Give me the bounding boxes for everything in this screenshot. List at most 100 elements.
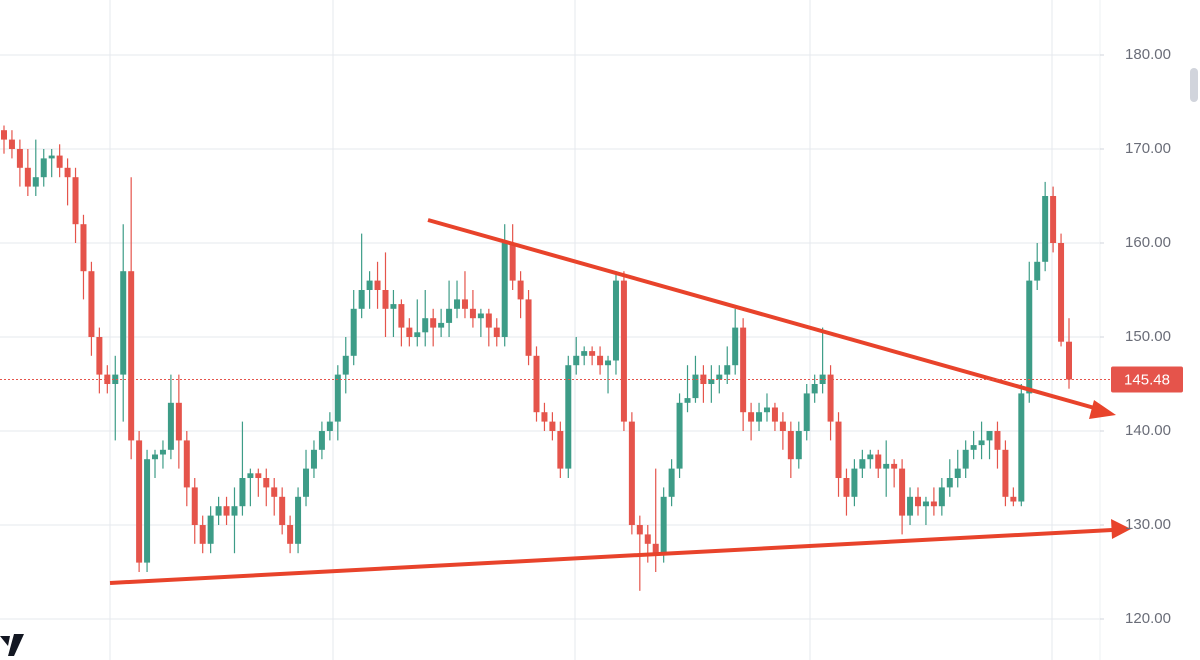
scrollbar — [1190, 68, 1198, 102]
candle-body — [183, 440, 190, 488]
candle-body — [493, 327, 500, 338]
candle-body — [994, 431, 1001, 450]
candle-body — [104, 374, 111, 385]
candle-body — [748, 412, 755, 422]
price-axis: 180.00 170.00 160.00 150.00 140.00 130.00 120.… — [1100, 46, 1171, 627]
candle-body — [247, 473, 254, 479]
candle-body — [787, 431, 794, 460]
candle-body — [605, 360, 612, 366]
time-grid — [109, 0, 1053, 660]
candle-body — [1018, 393, 1025, 502]
candle-body — [636, 525, 643, 535]
candle-body — [207, 515, 214, 544]
candle-body — [549, 421, 556, 432]
candle-body — [970, 445, 977, 450]
candle-body — [533, 355, 540, 413]
candle-body — [589, 351, 596, 356]
candle-body — [724, 365, 731, 375]
candle-body — [763, 407, 770, 413]
candle-body — [430, 318, 437, 328]
candle-body — [374, 280, 381, 291]
candle-body — [128, 271, 135, 441]
candle-body — [326, 421, 333, 432]
candle-body — [120, 271, 127, 375]
candle-body — [501, 242, 508, 338]
candle-body — [223, 506, 230, 516]
candle-body — [914, 496, 921, 507]
candle-body — [684, 398, 691, 403]
candle-body — [907, 496, 914, 516]
candle-body — [112, 374, 119, 385]
candle-body — [1050, 195, 1057, 243]
y-tick-label: 180.00 — [1125, 46, 1171, 63]
candle-body — [334, 374, 341, 422]
y-tick-label: 130.00 — [1125, 516, 1171, 533]
candle-body — [557, 431, 564, 469]
candle-body — [366, 280, 373, 291]
candle-body — [612, 280, 619, 361]
candle-body — [779, 421, 786, 432]
candle-body — [1026, 280, 1033, 394]
candle-body — [342, 355, 349, 375]
candle-body — [668, 468, 675, 497]
last-price: 145.48 — [0, 366, 1183, 393]
candle-body — [16, 148, 23, 168]
candle-body — [644, 534, 651, 544]
candle-body — [485, 313, 492, 328]
candle-body — [191, 487, 198, 526]
candle-body — [803, 393, 810, 432]
candle-body — [708, 379, 715, 385]
candle-body — [24, 167, 31, 187]
candle-body — [398, 304, 405, 328]
candle-body — [80, 224, 87, 272]
trend-line — [427, 218, 1099, 411]
candle-body — [271, 487, 278, 497]
trend-lines — [109, 218, 1131, 585]
candle-body — [8, 139, 15, 149]
arrowhead — [1089, 400, 1116, 419]
candle-body — [255, 473, 262, 479]
candle-body — [620, 280, 627, 422]
arrowhead — [1111, 519, 1131, 539]
candle-body — [144, 459, 151, 563]
trend-line — [109, 528, 1113, 585]
candle-body — [199, 525, 206, 544]
candle-body — [740, 327, 747, 413]
candle-body — [64, 167, 71, 178]
candle-body — [152, 454, 159, 460]
candle-body — [716, 374, 723, 380]
candle-body — [819, 374, 826, 385]
candle-body — [159, 449, 166, 455]
candle-body — [541, 412, 548, 422]
candle-body — [96, 337, 103, 375]
candle-body — [414, 332, 421, 338]
candle-body — [136, 440, 143, 563]
candle-body — [891, 463, 898, 469]
candle-body — [565, 365, 572, 469]
candle-body — [954, 468, 961, 479]
candle-body — [1042, 195, 1049, 262]
candle-body — [581, 351, 588, 356]
candle-body — [851, 468, 858, 497]
candle-body — [40, 158, 47, 178]
candle-body — [477, 313, 484, 319]
candle-body — [771, 407, 778, 422]
candle-body — [938, 487, 945, 507]
y-tick-label: 160.00 — [1125, 234, 1171, 251]
candle-body — [811, 384, 818, 394]
candle-body — [350, 308, 357, 356]
candle-body — [48, 155, 55, 159]
candle-body — [446, 308, 453, 323]
candle-body — [517, 280, 524, 300]
candle-body — [469, 308, 476, 319]
candle-body — [1066, 341, 1072, 380]
candle-body — [859, 459, 866, 469]
candle-body — [867, 454, 874, 460]
last-price-box — [1111, 366, 1183, 393]
candle-body — [827, 374, 834, 422]
candle-body — [422, 318, 429, 333]
candle-body — [239, 478, 246, 507]
candle-body — [1002, 449, 1009, 497]
